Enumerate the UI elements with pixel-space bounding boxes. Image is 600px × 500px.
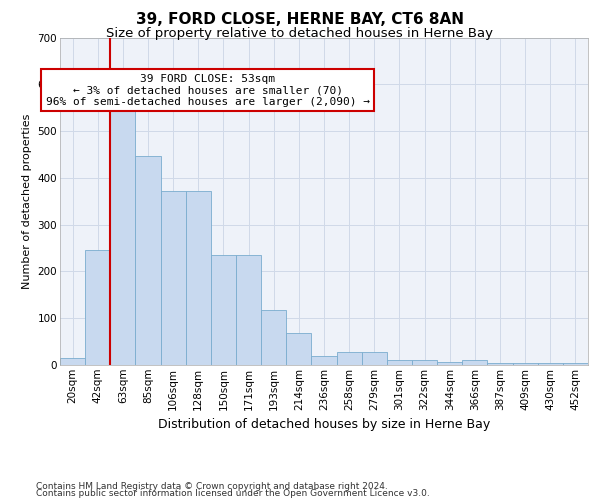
Bar xyxy=(362,352,387,365)
Bar xyxy=(186,191,211,365)
Bar xyxy=(136,156,161,365)
Bar xyxy=(387,360,412,365)
Text: Contains public sector information licensed under the Open Government Licence v3: Contains public sector information licen… xyxy=(36,490,430,498)
Bar xyxy=(261,310,286,365)
Bar xyxy=(161,191,186,365)
X-axis label: Distribution of detached houses by size in Herne Bay: Distribution of detached houses by size … xyxy=(158,418,490,431)
Bar xyxy=(462,360,487,365)
Bar xyxy=(60,358,85,365)
Y-axis label: Number of detached properties: Number of detached properties xyxy=(22,114,32,289)
Text: 39 FORD CLOSE: 53sqm
← 3% of detached houses are smaller (70)
96% of semi-detach: 39 FORD CLOSE: 53sqm ← 3% of detached ho… xyxy=(46,74,370,106)
Bar xyxy=(211,255,236,365)
Bar xyxy=(85,250,110,365)
Bar xyxy=(563,362,588,365)
Bar xyxy=(538,362,563,365)
Bar xyxy=(512,362,538,365)
Bar xyxy=(437,362,462,365)
Bar xyxy=(286,333,311,365)
Text: 39, FORD CLOSE, HERNE BAY, CT6 8AN: 39, FORD CLOSE, HERNE BAY, CT6 8AN xyxy=(136,12,464,28)
Bar xyxy=(412,360,437,365)
Bar xyxy=(311,356,337,365)
Bar xyxy=(110,92,136,365)
Bar xyxy=(236,255,261,365)
Bar xyxy=(337,352,362,365)
Bar xyxy=(487,362,512,365)
Text: Contains HM Land Registry data © Crown copyright and database right 2024.: Contains HM Land Registry data © Crown c… xyxy=(36,482,388,491)
Text: Size of property relative to detached houses in Herne Bay: Size of property relative to detached ho… xyxy=(107,28,493,40)
